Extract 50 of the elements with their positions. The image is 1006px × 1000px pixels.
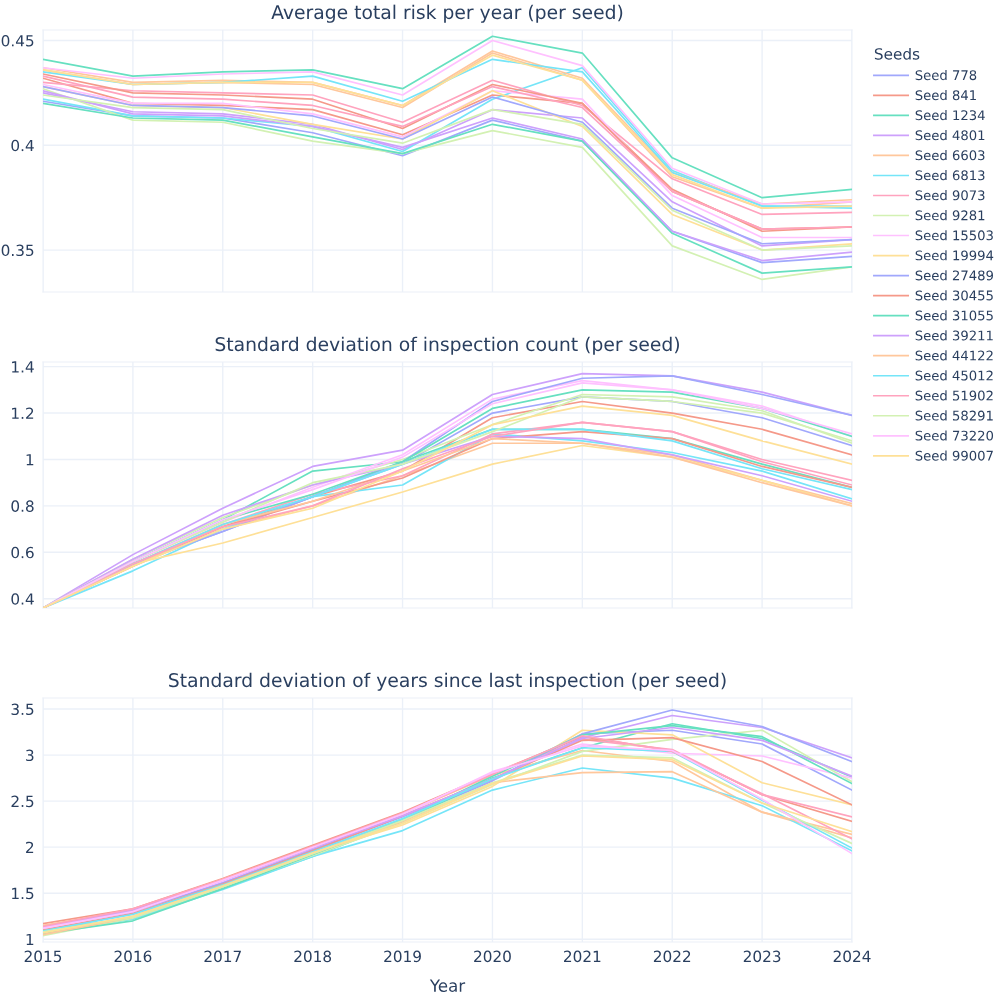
y-tick-label: 2 [26,841,34,853]
y-tick-label: 1 [26,454,34,466]
y-tick-label: 3.5 [11,703,34,716]
chart-title: Standard deviation of years since last inspection (per seed) [169,672,726,691]
x-tick-label: 2021 [564,950,601,963]
x-tick-label: 2018 [294,950,332,963]
x-axis-title: Year [429,979,466,992]
legend-label: Seed 19994 [915,250,994,261]
y-tick-label: 3 [26,749,34,762]
legend-label: Seed 30455 [915,290,993,301]
legend-label: Seed 6603 [915,150,985,161]
x-tick-label: 2019 [384,950,421,963]
y-tick-label: 0.45 [1,34,34,47]
y-tick-label: 2.5 [11,795,34,808]
legend-label: Seed 73220 [915,430,994,441]
legend-label: Seed 44122 [915,350,993,361]
legend-label: Seed 58291 [915,410,993,421]
legend-label: Seed 4801 [915,130,985,141]
legend-label: Seed 778 [915,69,977,81]
y-tick-label: 0.6 [11,546,34,559]
legend-label: Seed 1234 [915,109,985,121]
y-tick-label: 1.5 [12,887,34,900]
x-tick-label: 2017 [204,950,241,963]
legend-label: Seed 6813 [915,170,985,181]
legend-label: Seed 51902 [915,390,993,401]
y-tick-label: 0.4 [11,139,34,152]
y-tick-label: 1 [26,933,34,946]
legend-label: Seed 31055 [915,310,993,321]
legend-title: Seeds [874,47,920,60]
legend-label: Seed 9281 [915,210,985,221]
legend-label: Seed 841 [915,89,976,101]
y-tick-label: 0.35 [1,244,34,257]
legend-label: Seed 15503 [915,230,993,241]
legend-label: Seed 99007 [915,450,993,461]
x-tick-label: 2023 [743,950,781,963]
legend-label: Seed 9073 [915,190,985,201]
legend-label: Seed 39211 [915,330,993,341]
x-tick-label: 2016 [114,950,152,963]
chart-title: Average total risk per year (per seed) [271,4,623,23]
x-tick-label: 2024 [833,950,871,963]
y-tick-label: 0.8 [11,500,34,512]
legend-label: Seed 45012 [915,370,993,381]
legend-label: Seed 27489 [915,270,993,281]
x-tick-label: 2015 [24,950,62,963]
x-tick-label: 2022 [653,950,691,963]
y-tick-label: 1.2 [12,407,34,419]
chart-title: Standard deviation of inspection count (per seed) [215,336,679,355]
x-tick-label: 2020 [474,950,511,963]
y-tick-label: 1.4 [12,361,34,373]
y-tick-label: 0.4 [11,593,34,605]
